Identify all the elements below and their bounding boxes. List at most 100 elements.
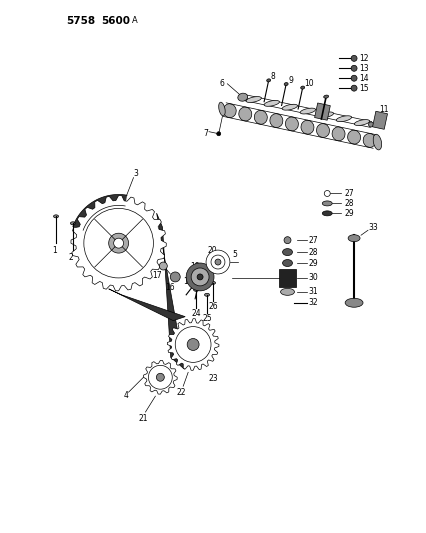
Circle shape [283, 237, 290, 244]
Text: 3: 3 [133, 169, 138, 178]
Ellipse shape [70, 222, 75, 225]
Text: 23: 23 [207, 374, 217, 383]
Text: 28: 28 [308, 248, 317, 256]
Circle shape [206, 250, 229, 274]
Text: 33: 33 [367, 223, 377, 232]
Text: 17: 17 [152, 271, 161, 280]
Ellipse shape [263, 100, 279, 106]
Ellipse shape [282, 104, 297, 110]
Circle shape [109, 233, 128, 253]
Text: 6: 6 [219, 79, 224, 88]
Circle shape [350, 85, 356, 91]
Text: 24: 24 [191, 309, 200, 318]
Ellipse shape [347, 130, 360, 144]
Text: 5600: 5600 [101, 15, 130, 26]
Ellipse shape [322, 201, 331, 206]
Ellipse shape [242, 95, 247, 100]
Text: 13: 13 [358, 64, 368, 73]
Ellipse shape [245, 96, 261, 102]
Circle shape [175, 327, 210, 362]
Polygon shape [314, 103, 330, 120]
Text: 26: 26 [207, 302, 217, 311]
Text: 20: 20 [207, 246, 216, 255]
Ellipse shape [280, 288, 294, 295]
Ellipse shape [322, 211, 331, 216]
FancyBboxPatch shape [278, 269, 296, 287]
Circle shape [186, 263, 213, 291]
Text: 8: 8 [270, 72, 275, 81]
Circle shape [170, 272, 180, 282]
Circle shape [187, 338, 199, 351]
Circle shape [191, 268, 209, 286]
Text: 27: 27 [308, 236, 317, 245]
Text: 32: 32 [308, 298, 317, 307]
Circle shape [350, 75, 356, 81]
Polygon shape [73, 195, 127, 230]
Text: 29: 29 [343, 209, 353, 218]
Text: 31: 31 [308, 287, 317, 296]
Polygon shape [371, 111, 387, 130]
Circle shape [156, 373, 164, 381]
Ellipse shape [282, 260, 292, 266]
Text: 1: 1 [52, 246, 57, 255]
Text: 11: 11 [379, 106, 388, 114]
Ellipse shape [269, 114, 282, 127]
Ellipse shape [282, 248, 292, 255]
Circle shape [210, 255, 225, 269]
Circle shape [197, 274, 203, 280]
Ellipse shape [299, 108, 315, 114]
Ellipse shape [223, 104, 236, 118]
Ellipse shape [238, 107, 251, 121]
Ellipse shape [316, 124, 329, 138]
Ellipse shape [193, 288, 198, 292]
Ellipse shape [317, 112, 333, 118]
Ellipse shape [300, 86, 304, 89]
Ellipse shape [210, 281, 215, 285]
Text: 21: 21 [138, 414, 148, 423]
Text: 5: 5 [231, 249, 236, 259]
Circle shape [350, 55, 356, 61]
Polygon shape [71, 196, 166, 291]
Ellipse shape [323, 95, 328, 98]
Ellipse shape [335, 116, 351, 122]
Ellipse shape [372, 134, 381, 150]
Ellipse shape [218, 102, 225, 116]
Text: 7: 7 [203, 129, 207, 138]
Polygon shape [156, 213, 184, 369]
Text: 25: 25 [201, 314, 211, 323]
Circle shape [323, 190, 329, 197]
Ellipse shape [53, 215, 58, 218]
Ellipse shape [331, 127, 344, 141]
Text: A: A [131, 15, 137, 25]
Circle shape [148, 365, 172, 389]
Ellipse shape [284, 83, 288, 86]
Polygon shape [109, 289, 185, 321]
Ellipse shape [368, 122, 373, 127]
Text: 4: 4 [123, 391, 128, 400]
Ellipse shape [237, 93, 247, 101]
Circle shape [83, 208, 153, 278]
Circle shape [350, 66, 356, 71]
Circle shape [216, 132, 220, 136]
Text: 19: 19 [190, 262, 199, 271]
Text: 22: 22 [176, 387, 185, 397]
Text: 29: 29 [308, 259, 317, 268]
Ellipse shape [204, 293, 209, 296]
Polygon shape [167, 319, 219, 370]
Text: 28: 28 [343, 199, 353, 208]
Ellipse shape [300, 120, 313, 134]
Text: 15: 15 [358, 84, 368, 93]
Ellipse shape [354, 119, 369, 125]
Circle shape [214, 259, 220, 265]
Ellipse shape [285, 117, 298, 131]
Circle shape [113, 238, 123, 248]
Text: 10: 10 [304, 79, 314, 88]
Ellipse shape [344, 298, 362, 307]
Text: 5758: 5758 [66, 15, 95, 26]
Text: 27: 27 [343, 189, 353, 198]
Ellipse shape [254, 110, 267, 124]
Text: 16: 16 [165, 284, 175, 293]
Text: 9: 9 [288, 76, 292, 85]
Text: 2: 2 [69, 253, 74, 262]
Text: 18: 18 [183, 277, 192, 286]
